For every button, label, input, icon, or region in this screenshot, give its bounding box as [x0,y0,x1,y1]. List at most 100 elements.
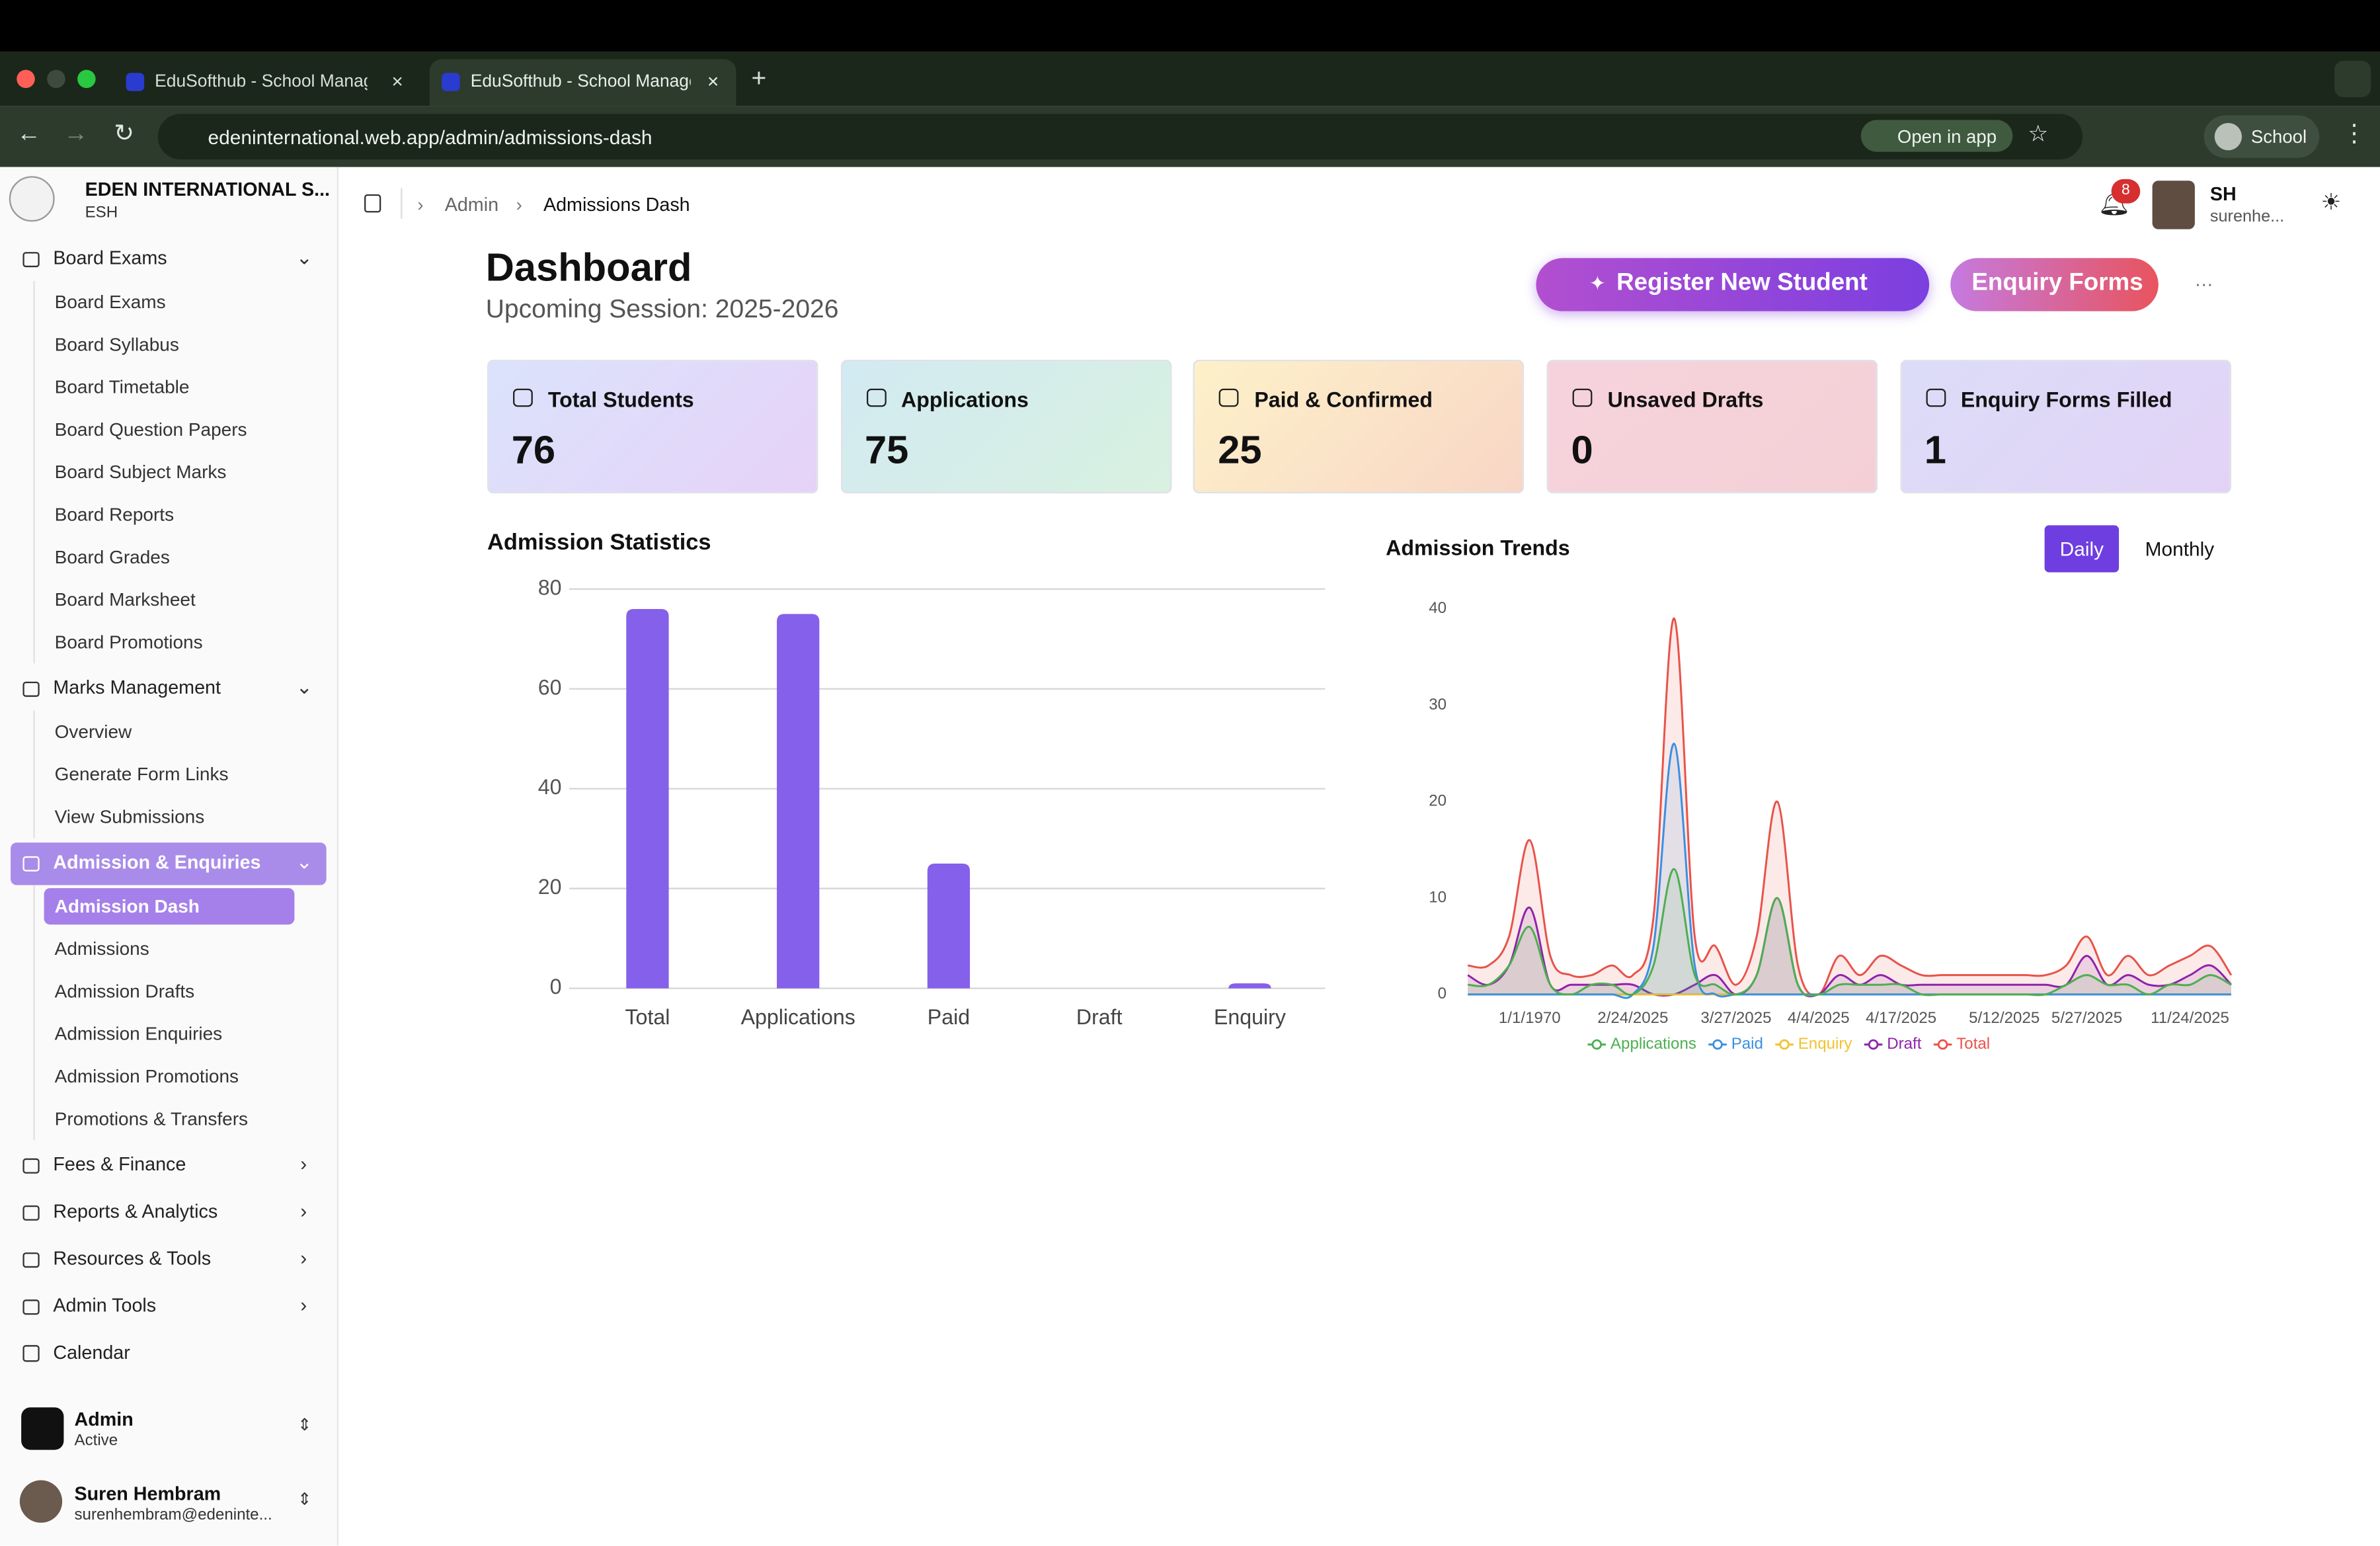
tab-strip: EduSofthub - School Manage × EduSofthub … [0,52,2380,106]
new-tab[interactable]: + [751,63,767,93]
open-in-app-label: Open in app [1897,126,1997,147]
nav-chevron: ⌄ [296,245,313,269]
nav-item-active[interactable] [44,888,295,925]
header-avatar[interactable] [2152,181,2195,229]
tab[interactable]: EduSofthub - School Manage × [118,60,419,106]
nav-group-label: Board Exams [53,247,167,269]
card-icon [1926,388,1946,407]
y-tick-label: 20 [538,875,562,899]
nav-item[interactable]: Board Grades [54,546,170,568]
nav-item[interactable]: Admissions [54,938,149,960]
x-tick-label: Enquiry [1214,1005,1286,1029]
url-field[interactable]: edeninternational.web.app/admin/admissio… [157,114,2083,160]
x-tick-label: 5/12/2025 [1969,1009,2040,1027]
favicon [442,73,460,91]
breadcrumb-separator: › [417,194,424,216]
y-tick-label: 20 [1429,792,1447,810]
nav-item[interactable]: Board Timetable [54,376,190,398]
school-logo [9,176,55,222]
card-icon [1572,388,1593,407]
nav-item[interactable]: Board Exams [54,291,166,313]
bar [626,609,669,989]
nav-item[interactable]: Admission Enquiries [54,1023,223,1045]
role-switch[interactable]: ⇕ [298,1416,312,1435]
close-window[interactable] [17,69,35,89]
nav-item[interactable]: Board Reports [54,504,175,526]
address-bar: ← → ↻ edeninternational.web.app/admin/ad… [0,106,2380,167]
nav-item[interactable]: Board Question Papers [54,419,247,440]
legend-marker [1712,1039,1723,1050]
favicon [126,73,145,91]
user-email: surenhembram@edeninte... [74,1506,272,1525]
legend-label: Applications [1610,1035,1696,1053]
back-button[interactable]: ← [17,121,41,147]
user-status: Active [74,1432,118,1450]
browser-menu[interactable]: ⋮ [2342,121,2367,147]
tab-active[interactable]: EduSofthub - School Manage × [429,59,736,106]
user-switch[interactable]: ⇕ [298,1490,312,1510]
series-line [1467,617,2233,997]
nav-icon [22,252,40,268]
nav-group[interactable] [11,842,327,885]
more-menu[interactable]: ··· [2194,273,2213,295]
y-tick-label: 60 [538,675,562,699]
nav-group-label: Resources & Tools [53,1248,212,1270]
nav-item[interactable]: Admission Dash [54,895,200,917]
bookmark-star[interactable]: ☆ [2028,121,2049,147]
theme-toggle[interactable]: ☀︎ [2320,189,2342,216]
nav-chevron: › [300,1199,307,1223]
nav-item[interactable]: Board Syllabus [54,334,179,356]
enquiry-button[interactable]: Enquiry Forms [1950,258,2159,311]
tab-search[interactable] [2334,60,2371,97]
user-name: Suren Hembram [74,1483,221,1505]
nav-item[interactable]: View Submissions [54,806,205,828]
tab-close[interactable]: × [707,69,719,93]
reload-button[interactable]: ↻ [114,121,134,147]
zoom-window[interactable] [77,69,96,89]
daily-toggle[interactable]: Daily [2044,525,2120,573]
nav-item[interactable]: Admission Promotions [54,1065,239,1087]
open-in-app[interactable]: Open in app [1860,120,2013,152]
nav-item[interactable]: Board Marksheet [54,589,196,610]
nav-icon [22,1252,40,1268]
monthly-label: Monthly [2145,537,2215,561]
breadcrumb-separator: › [516,194,522,216]
y-tick-label: 40 [1429,599,1447,617]
register-button[interactable]: ✦ Register New Student [1536,258,1930,311]
nav-item[interactable]: Promotions & Transfers [54,1108,249,1130]
nav-item[interactable]: Board Promotions [54,631,203,653]
card-value: 75 [864,427,909,473]
card-value: 25 [1218,427,1262,473]
x-tick-label: 4/4/2025 [1788,1009,1850,1027]
nav-item[interactable]: Overview [54,721,132,743]
chart-title: Admission Trends [1386,536,1569,560]
breadcrumb-link[interactable]: Admin [444,194,499,216]
nav-link[interactable]: Calendar [53,1342,130,1363]
y-tick-label: 0 [550,975,562,998]
tab-close[interactable]: × [391,69,403,93]
nav-chevron: › [300,1246,307,1270]
stat-card: Total Students 76 [487,360,818,494]
card-icon [866,388,887,407]
forward-button[interactable]: → [63,121,89,147]
minimize-window[interactable] [47,69,65,89]
school-code: ESH [85,203,118,222]
nav-item[interactable]: Generate Form Links [54,763,229,785]
y-tick-label: 40 [538,775,562,799]
y-tick-label: 10 [1429,888,1447,906]
nav-icon [22,1158,40,1174]
series-area [1468,618,2232,995]
sidebar-toggle[interactable] [364,194,381,213]
stat-card: Applications 75 [840,360,1171,494]
monthly-toggle[interactable]: Monthly [2128,525,2231,572]
legend-label: Draft [1887,1035,1922,1053]
nav-chevron: ⌄ [296,850,313,874]
divider [401,188,403,219]
series-line [1468,743,2232,999]
card-icon [1219,388,1240,407]
series-line [1467,897,2233,998]
profile-button[interactable]: School [2203,115,2320,158]
nav-item[interactable]: Board Subject Marks [54,461,227,483]
nav-item[interactable]: Admission Drafts [54,981,195,1002]
